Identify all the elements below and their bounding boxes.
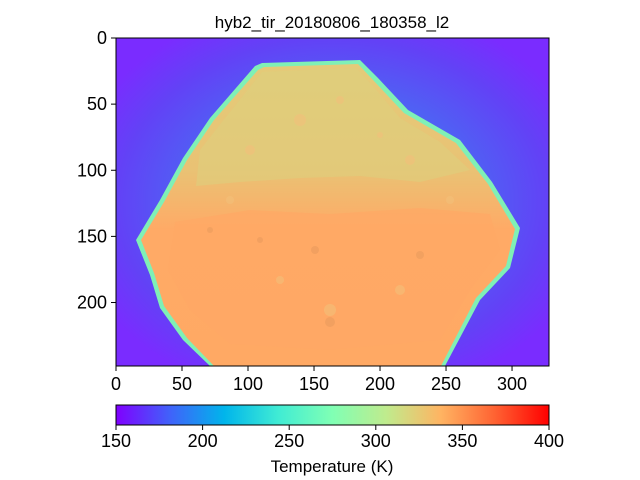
x-tick-label: 250 xyxy=(431,374,461,394)
x-tick-label: 150 xyxy=(299,374,329,394)
y-tick-label: 100 xyxy=(77,160,107,180)
colorbar-tick-label: 300 xyxy=(361,431,391,451)
colorbar-tick-label: 200 xyxy=(188,431,218,451)
thermal-image xyxy=(116,38,549,366)
surface-texture xyxy=(226,96,454,316)
y-axis: 0 50 100 150 200 xyxy=(77,28,116,313)
colorbar-tick-label: 350 xyxy=(447,431,477,451)
y-tick-label: 50 xyxy=(87,94,107,114)
colorbar-tick-label: 400 xyxy=(534,431,564,451)
x-tick-label: 50 xyxy=(172,374,192,394)
y-tick-label: 200 xyxy=(77,293,107,313)
x-tick-label: 0 xyxy=(111,374,121,394)
x-tick-label: 300 xyxy=(497,374,527,394)
colorbar-tick-label: 250 xyxy=(274,431,304,451)
colorbar-axis: 150 200 250 300 350 400 xyxy=(101,425,564,451)
colorbar xyxy=(115,404,550,426)
colorbar-label: Temperature (K) xyxy=(271,457,394,476)
surface-patch-upper xyxy=(196,68,470,186)
surface-shadows xyxy=(207,227,424,327)
colorbar-tick-label: 150 xyxy=(101,431,131,451)
figure-title: hyb2_tir_20180806_180358_l2 xyxy=(215,13,449,32)
x-tick-label: 100 xyxy=(233,374,263,394)
surface-patch-lower xyxy=(168,208,500,350)
image-frame xyxy=(115,37,550,367)
x-axis: 0 50 100 150 200 250 300 xyxy=(111,366,527,394)
y-tick-label: 150 xyxy=(77,226,107,246)
x-tick-label: 200 xyxy=(365,374,395,394)
y-tick-label: 0 xyxy=(97,28,107,48)
